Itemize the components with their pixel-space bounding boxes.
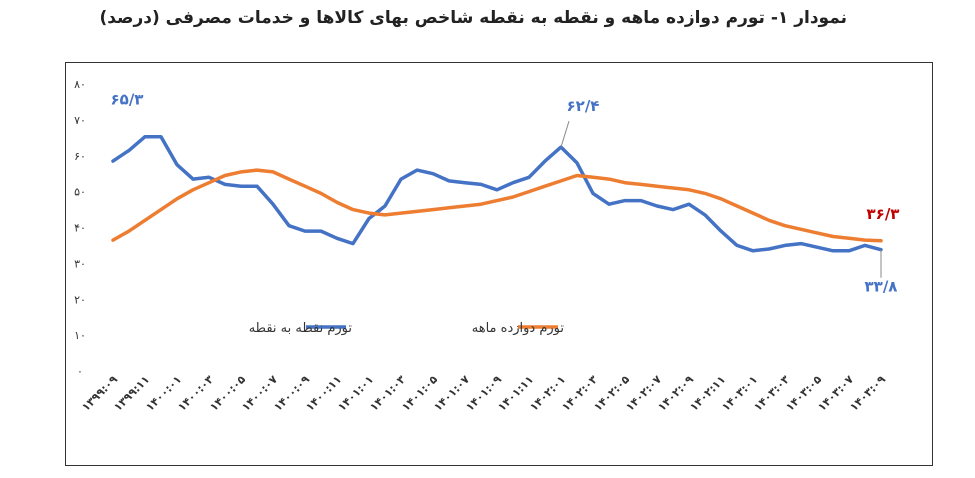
legend-label-2: تورم دوازده ماهه <box>472 321 565 336</box>
chart-frame <box>65 62 933 466</box>
y-tick-label: ۲۰ <box>74 293 86 306</box>
y-tick-label: ۸۰ <box>74 78 86 91</box>
series-line-2 <box>111 168 883 243</box>
data-label: ۶۵/۳ <box>111 91 144 109</box>
y-tick-label: ۷۰ <box>74 114 86 127</box>
y-tick-label: ۴۰ <box>74 222 86 235</box>
data-label: ۳۳/۸ <box>865 278 898 296</box>
data-label: ۶۲/۴ <box>567 97 600 115</box>
series-line-1 <box>111 134 883 253</box>
legend-label-1: تورم نقطه به نقطه <box>249 321 353 336</box>
x-tick-label: ۱۴۰۳:۰۹ <box>847 373 888 414</box>
y-tick-label: ۳۰ <box>74 257 86 270</box>
y-tick-label: ۵۰ <box>74 186 86 199</box>
data-label: ۳۶/۳ <box>867 205 900 223</box>
y-tick-label: ۱۰ <box>74 329 86 342</box>
chart-title: نمودار ۱- تورم دوازده ماهه و نقطه به نقط… <box>99 8 847 28</box>
y-tick-label: ۰ <box>77 365 83 378</box>
y-tick-label: ۶۰ <box>74 150 86 163</box>
annotation-leader <box>560 120 570 148</box>
